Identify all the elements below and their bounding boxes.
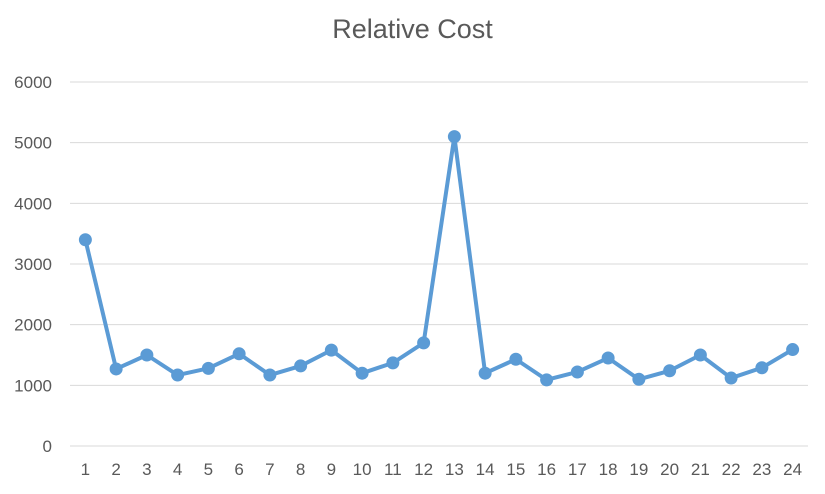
x-tick-label: 24: [783, 460, 802, 479]
x-tick-label: 12: [414, 460, 433, 479]
x-tick-label: 21: [691, 460, 710, 479]
x-tick-label: 19: [629, 460, 648, 479]
y-tick-label: 6000: [14, 73, 52, 92]
data-point: [509, 352, 523, 366]
x-tick-label: 8: [296, 460, 305, 479]
x-tick-label: 10: [353, 460, 372, 479]
data-point: [478, 366, 492, 380]
data-point: [355, 366, 369, 380]
y-tick-label: 1000: [14, 376, 52, 395]
y-axis-tick-labels: 0 1000 2000 3000 4000 5000 6000: [14, 73, 52, 456]
x-tick-label: 1: [81, 460, 90, 479]
x-tick-label: 13: [445, 460, 464, 479]
data-point: [201, 361, 215, 375]
x-tick-label: 6: [234, 460, 243, 479]
data-point: [570, 365, 584, 379]
x-tick-label: 5: [204, 460, 213, 479]
data-point: [263, 368, 277, 382]
data-point: [140, 348, 154, 362]
x-tick-label: 16: [537, 460, 556, 479]
data-point: [447, 130, 461, 144]
x-tick-label: 17: [568, 460, 587, 479]
data-point: [663, 364, 677, 378]
data-point: [632, 372, 646, 386]
data-point: [294, 359, 308, 373]
x-axis-tick-labels: 1 2 3 4 5 6 7 8 9 10 11 12 13 14 15 16 17 18 19 20 21 22 23 24: [81, 460, 802, 479]
data-point: [109, 362, 123, 376]
data-point: [232, 347, 246, 361]
x-tick-label: 20: [660, 460, 679, 479]
x-tick-label: 7: [265, 460, 274, 479]
y-tick-label: 0: [43, 437, 52, 456]
series-relative-cost: [78, 130, 800, 387]
x-tick-label: 23: [752, 460, 771, 479]
data-point: [324, 343, 338, 357]
x-tick-label: 18: [599, 460, 618, 479]
gridlines: [70, 81, 808, 447]
x-tick-label: 22: [722, 460, 741, 479]
y-tick-label: 5000: [14, 134, 52, 153]
data-point: [786, 343, 800, 357]
x-tick-label: 15: [506, 460, 525, 479]
chart-title: Relative Cost: [332, 14, 493, 44]
x-tick-label: 2: [111, 460, 120, 479]
data-point: [78, 233, 92, 247]
x-tick-label: 3: [142, 460, 151, 479]
y-tick-label: 3000: [14, 255, 52, 274]
x-tick-label: 11: [384, 460, 402, 479]
data-point: [693, 348, 707, 362]
y-tick-label: 2000: [14, 316, 52, 335]
data-point: [171, 368, 185, 382]
data-point: [755, 361, 769, 375]
x-tick-label: 9: [327, 460, 336, 479]
data-point: [601, 351, 615, 365]
series-line: [83, 134, 795, 382]
data-point: [724, 371, 738, 385]
y-tick-label: 4000: [14, 194, 52, 213]
data-point: [417, 336, 431, 350]
data-point: [540, 373, 554, 387]
data-point: [386, 356, 400, 370]
x-tick-label: 4: [173, 460, 182, 479]
x-tick-label: 14: [476, 460, 495, 479]
